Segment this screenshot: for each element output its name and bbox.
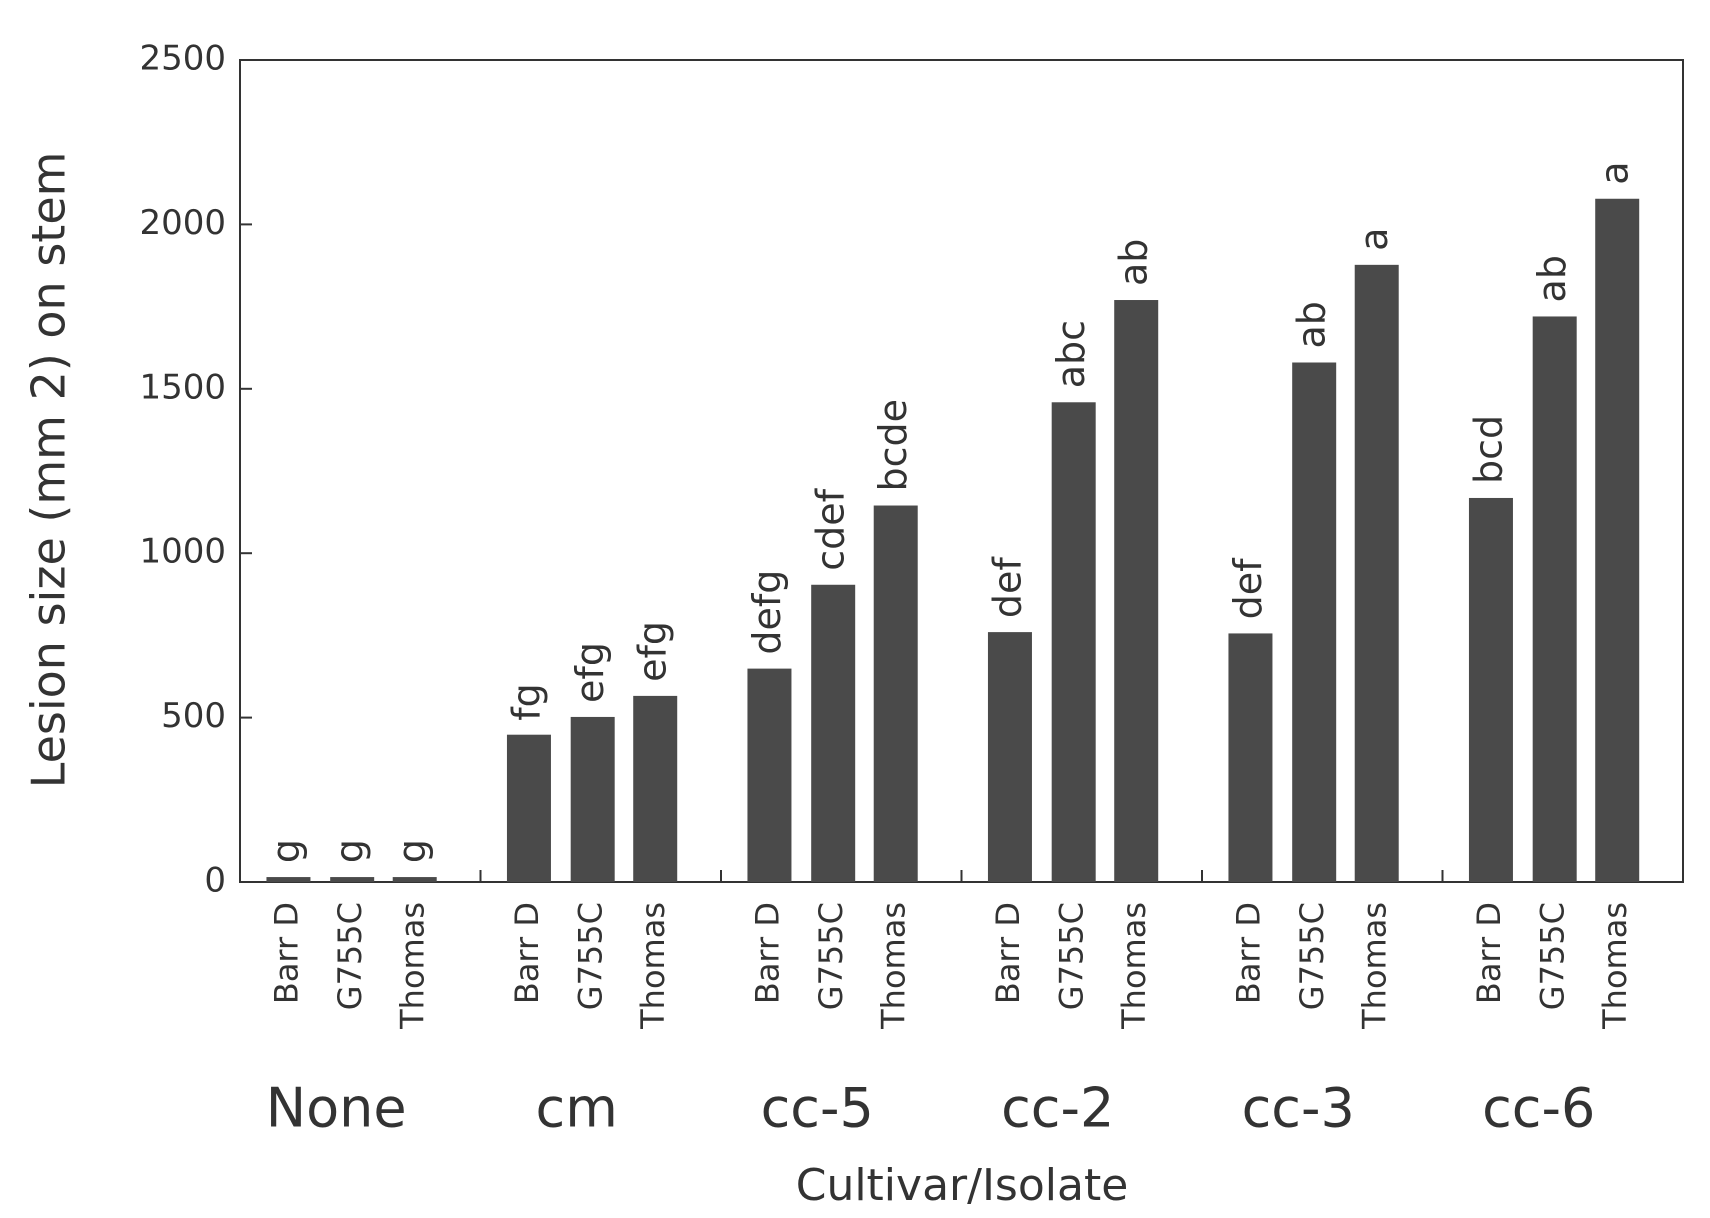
significance-label: ab (1530, 255, 1574, 302)
x-tick-label: G755C (572, 902, 610, 1010)
bar (266, 877, 311, 882)
group-label: cc-6 (1482, 1077, 1595, 1140)
x-tick-label: G755C (1053, 902, 1091, 1010)
group-label: None (266, 1077, 407, 1140)
bar (392, 877, 437, 882)
significance-label: ab (1112, 239, 1156, 286)
y-axis-title: Lesion size (mm 2) on stem (22, 152, 76, 789)
significance-label: def (1226, 557, 1270, 620)
significance-label: fg (504, 683, 548, 721)
bar (987, 632, 1032, 882)
y-tick-label: 1000 (139, 532, 226, 572)
x-tick-label: Barr D (1229, 902, 1267, 1004)
y-tick-label: 2000 (139, 203, 226, 243)
x-tick-label: Barr D (1470, 902, 1508, 1004)
x-tick-label: Barr D (508, 902, 546, 1004)
significance-label: cdef (809, 487, 853, 570)
bar (1532, 316, 1577, 882)
group-label: cm (536, 1077, 618, 1140)
bar (1114, 300, 1159, 882)
significance-label: g (328, 839, 372, 863)
x-tick-label: G755C (812, 902, 850, 1010)
x-tick-label: Thomas (634, 902, 672, 1030)
x-tick-label: Barr D (989, 902, 1027, 1004)
x-tick-label: G755C (1534, 902, 1572, 1010)
bar (1468, 497, 1513, 882)
significance-label: a (1593, 161, 1637, 184)
y-tick-label: 500 (161, 696, 226, 736)
significance-label: g (390, 839, 434, 863)
group-label: cc-5 (761, 1077, 874, 1140)
group-label: cc-2 (1001, 1077, 1114, 1140)
x-tick-label: Thomas (394, 902, 432, 1030)
significance-label: ab (1290, 301, 1334, 348)
bar (1292, 362, 1337, 883)
group-label: cc-3 (1242, 1077, 1355, 1140)
significance-label: efg (568, 642, 612, 703)
x-tick-label: G755C (1293, 902, 1331, 1010)
x-axis-title: Cultivar/Isolate (796, 1160, 1129, 1211)
bar (506, 734, 551, 882)
significance-label: def (985, 556, 1029, 619)
y-tick-label: 0 (204, 861, 226, 901)
significance-label: g (264, 839, 308, 863)
x-tick-label: Thomas (1356, 902, 1394, 1030)
significance-label: efg (631, 621, 675, 682)
x-tick-label: Thomas (1115, 902, 1153, 1030)
significance-label: abc (1049, 320, 1093, 388)
x-tick-label: Barr D (267, 902, 305, 1004)
bar (1228, 633, 1273, 882)
bar (873, 505, 918, 882)
x-tick-label: G755C (331, 902, 369, 1010)
x-tick-label: Thomas (875, 902, 913, 1030)
bar (633, 695, 678, 882)
bar (330, 877, 375, 882)
significance-label: bcd (1466, 415, 1510, 484)
bar (570, 716, 615, 882)
x-tick-label: Barr D (748, 902, 786, 1004)
y-tick-label: 1500 (139, 367, 226, 407)
significance-label: a (1352, 228, 1396, 251)
y-tick-label: 2500 (139, 39, 226, 79)
significance-label: bcde (871, 399, 915, 492)
bar (1051, 402, 1096, 882)
bar (1595, 198, 1640, 882)
significance-label: defg (745, 570, 789, 655)
x-tick-label: Thomas (1596, 902, 1634, 1030)
bar (1354, 264, 1399, 882)
bar (811, 584, 856, 882)
bar (747, 668, 792, 882)
